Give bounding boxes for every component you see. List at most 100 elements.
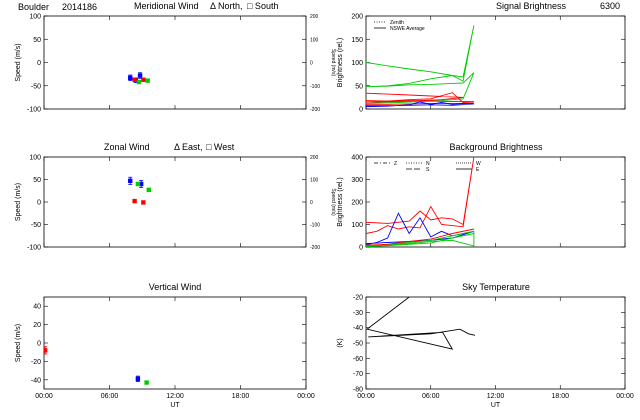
panel-signal: Signal Brightness 6300 0 50 100 150 200 Brightn…	[337, 1, 626, 114]
series-line	[366, 233, 474, 247]
right-axis-label: Speed (m/s)	[330, 188, 336, 216]
x-tick-label: 00:00	[616, 393, 634, 400]
right-tick-label: 100	[310, 178, 319, 184]
y-axis-label: Speed (m/s)	[15, 183, 22, 221]
data-layer	[128, 176, 151, 205]
legend-label: W	[476, 161, 481, 167]
x-tick-label: 00:00	[35, 393, 53, 400]
data-layer	[128, 72, 150, 85]
panel-title: Vertical Wind	[149, 282, 202, 292]
panel-background: Background Brightness 0 100 200 300 400 Bright…	[337, 142, 626, 252]
panel-grid: Meridional Wind Δ North, □ South -100 -50 0 50…	[15, 1, 634, 409]
right-tick-label: 0	[310, 61, 313, 67]
legend-label: Z	[394, 161, 397, 167]
panel-sky: Sky Temperature -80 -70 -60 -50 -40 -30 -20 (K) 0…	[337, 282, 634, 409]
y-tick-label: 200	[351, 200, 363, 207]
x-tick-label: 18:00	[551, 393, 569, 400]
series-line	[366, 212, 475, 246]
y-axis-label: Brightness (rel.)	[337, 38, 344, 87]
y-tick-label: -60	[353, 356, 363, 363]
y-tick-label: 100	[351, 60, 363, 67]
data-point	[138, 181, 144, 187]
y-tick-label: 0	[37, 60, 41, 67]
y-tick-label: -40	[353, 325, 363, 332]
y-tick-label: -70	[353, 371, 363, 378]
x-tick-label: 06:00	[101, 393, 119, 400]
right-tick-label: 200	[310, 14, 319, 20]
data-point	[44, 348, 48, 353]
legend-item: □ South	[247, 1, 278, 11]
data-point	[136, 79, 142, 85]
panel-title: Background Brightness	[449, 142, 543, 152]
data-point	[128, 178, 133, 184]
y-tick-label: -50	[31, 222, 41, 229]
data-layer	[366, 297, 476, 350]
y-tick-label: 0	[37, 341, 41, 348]
y-axis-label: Speed (m/s)	[15, 324, 22, 362]
panel-title: Zonal Wind	[104, 142, 150, 152]
y-tick-label: -30	[353, 310, 363, 317]
y-tick-label: 0	[37, 200, 41, 207]
legend-label: E	[476, 167, 480, 173]
right-tick-label: 0	[310, 200, 313, 206]
data-point	[146, 187, 151, 193]
y-tick-label: -50	[353, 341, 363, 348]
y-tick-label: -80	[353, 387, 363, 394]
y-tick-label: 100	[29, 155, 41, 162]
y-tick-label: 40	[33, 304, 41, 311]
data-point	[144, 380, 149, 385]
right-tick-label: 200	[310, 155, 319, 161]
plot-frame	[43, 156, 307, 248]
x-tick-label: 06:00	[422, 393, 440, 400]
data-point	[141, 200, 146, 205]
series-line	[366, 230, 475, 247]
data-point	[135, 181, 141, 187]
data-point	[135, 376, 141, 382]
figure-header: Boulder 2014186	[18, 2, 97, 12]
data-point	[145, 78, 150, 83]
y-tick-label: 100	[351, 222, 363, 229]
plot-frame	[365, 296, 626, 390]
data-layer	[366, 157, 475, 247]
series-line	[366, 100, 474, 103]
series-line	[366, 101, 474, 108]
panel-title: Meridional Wind	[134, 1, 199, 11]
legend-item: Δ North,	[210, 1, 243, 11]
series-line	[366, 25, 475, 104]
y-tick-label: -50	[31, 83, 41, 90]
right-tick-label: -200	[310, 107, 320, 113]
x-tick-label: 00:00	[297, 393, 315, 400]
legend-label: N	[426, 161, 430, 167]
x-tick-label: 00:00	[357, 393, 375, 400]
x-tick-label: 12:00	[487, 393, 505, 400]
panel-zonal: Zonal Wind Δ East, □ West -100 -50 0 50 100 Spee…	[15, 142, 336, 252]
y-tick-label: 400	[351, 155, 363, 162]
data-layer	[366, 25, 475, 108]
y-tick-label: -100	[27, 107, 41, 114]
right-tick-label: -100	[310, 223, 320, 229]
x-axis-label: UT	[491, 402, 501, 409]
y-tick-label: 0	[359, 245, 363, 252]
site-name: Boulder	[18, 2, 49, 12]
x-tick-label: 18:00	[232, 393, 250, 400]
panel-title-suffix: 6300	[600, 1, 620, 11]
right-axis-label: Speed (m/s)	[330, 49, 336, 77]
series-line	[366, 92, 474, 105]
series-line	[366, 297, 476, 350]
y-tick-label: -40	[31, 377, 41, 384]
y-axis-label: Brightness (rel.)	[337, 177, 344, 226]
x-axis-label: UT	[170, 402, 180, 409]
right-tick-label: -100	[310, 84, 320, 90]
data-point	[128, 75, 133, 81]
plot-frame	[43, 296, 307, 390]
panel-title: Signal Brightness	[496, 1, 567, 11]
y-axis-label: Speed (m/s)	[15, 43, 22, 81]
y-tick-label: 200	[351, 14, 363, 21]
data-point	[141, 77, 146, 82]
y-tick-label: 20	[33, 322, 41, 329]
data-layer	[44, 346, 149, 385]
legend-label: Zenith	[390, 20, 404, 26]
legend-item: □ West	[206, 142, 235, 152]
y-tick-label: 100	[29, 14, 41, 21]
right-tick-label: 100	[310, 37, 319, 43]
